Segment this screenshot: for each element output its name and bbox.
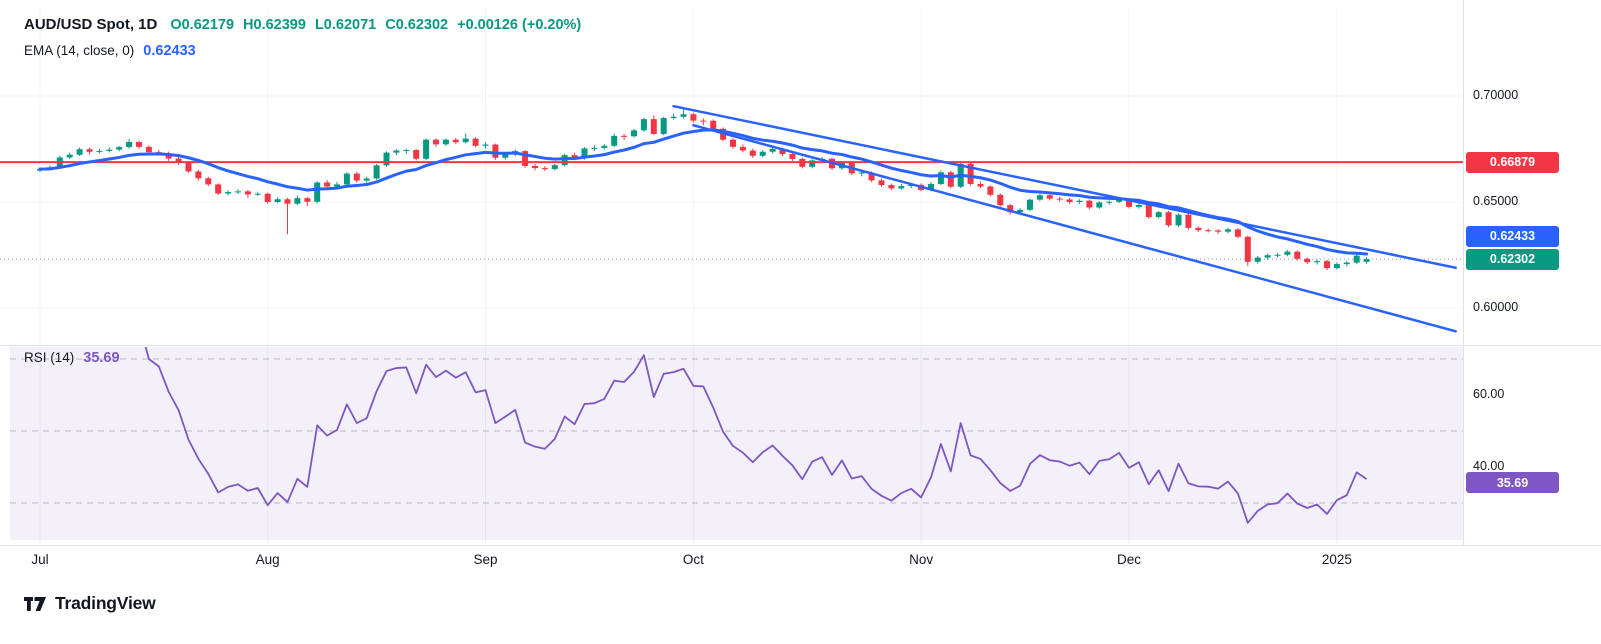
rsi-pane-background — [10, 347, 1463, 540]
resistance-price-badge: 0.66879 — [1466, 151, 1559, 173]
rsi-line[interactable] — [50, 251, 1368, 524]
time-axis-label: Sep — [473, 552, 498, 567]
ohlc-high-value: H0.62399 — [243, 17, 306, 33]
time-axis-label: Jul — [31, 552, 49, 567]
tradingview-branding[interactable]: TradingView — [22, 593, 156, 614]
pane-separators[interactable] — [0, 0, 1601, 546]
last-price-badge: 0.62302 — [1466, 248, 1559, 270]
time-axis-label: 2025 — [1321, 552, 1352, 567]
ohlc-open-value: O0.62179 — [170, 17, 235, 33]
rsi-value-badge: 35.69 — [1466, 472, 1559, 494]
time-axis-label: Oct — [682, 552, 704, 567]
ema-indicator-value: 0.62433 — [143, 43, 196, 59]
ema-price-badge: 0.62433 — [1466, 225, 1559, 247]
tradingview-logo-icon — [24, 596, 46, 611]
tradingview-logo-text: TradingView — [55, 593, 156, 613]
rsi-guide-lines — [10, 358, 1463, 504]
price-axis-label: 0.65000 — [1473, 194, 1519, 208]
trend-channel-lines[interactable] — [672, 104, 1457, 333]
price-axis-label: 0.60000 — [1473, 300, 1519, 314]
time-axis-label: Nov — [909, 552, 934, 567]
rsi-indicator-label[interactable]: RSI (14) — [24, 350, 75, 365]
ema-legend-row: EMA (14, close, 0) 0.62433 — [24, 43, 581, 70]
price-axis-label: 0.70000 — [1473, 88, 1519, 102]
time-axis-label: Dec — [1116, 552, 1141, 567]
chart-legend: AUD/USD Spot, 1D O0.62179 H0.62399 L0.62… — [24, 16, 581, 70]
ema-indicator-label[interactable]: EMA (14, close, 0) — [24, 43, 135, 58]
rsi-legend: RSI (14) 35.69 — [24, 350, 120, 366]
ema-line[interactable] — [38, 128, 1369, 256]
candlestick-series[interactable] — [37, 109, 1370, 271]
grid-lines — [0, 8, 1463, 545]
rsi-indicator-value: 35.69 — [83, 350, 120, 366]
symbol-legend-row: AUD/USD Spot, 1D O0.62179 H0.62399 L0.62… — [24, 16, 581, 43]
ohlc-low-value: L0.62071 — [314, 17, 377, 33]
ohlc-close-value: C0.62302 — [385, 17, 449, 33]
rsi-axis-label: 60.00 — [1473, 387, 1505, 401]
ohlc-change-value: +0.00126 (+0.20%) — [457, 17, 582, 33]
rsi-axis-label: 40.00 — [1473, 459, 1505, 473]
symbol-title[interactable]: AUD/USD Spot, 1D — [24, 16, 158, 33]
time-axis-label: Aug — [255, 552, 280, 567]
